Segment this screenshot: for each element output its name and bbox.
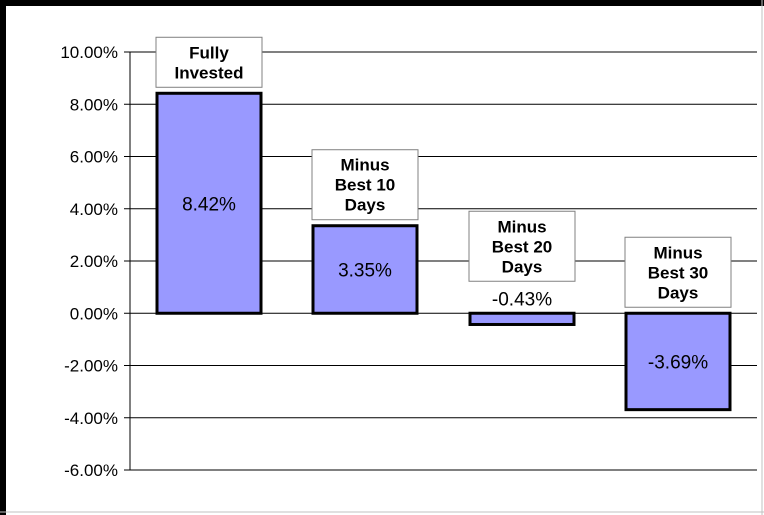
y-tick-label: 0.00% — [70, 304, 118, 323]
category-label: Days — [658, 283, 699, 302]
category-label-box — [155, 36, 263, 88]
y-tick-label: 10.00% — [60, 43, 118, 62]
y-tick-label: 6.00% — [70, 148, 118, 167]
y-tick-label: -4.00% — [64, 409, 118, 428]
category-label: Days — [345, 196, 386, 215]
category-label: Minus — [340, 156, 389, 175]
category-label: Best 20 — [492, 237, 552, 256]
data-label: 3.35% — [338, 260, 392, 281]
category-label-box — [624, 236, 732, 308]
category-label: Days — [502, 257, 543, 276]
data-label: -0.43% — [492, 289, 552, 310]
bar-1 — [155, 91, 263, 315]
bar-4 — [624, 311, 732, 412]
y-tick-label: 4.00% — [70, 200, 118, 219]
category-label-box — [311, 149, 419, 221]
category-label: Best 30 — [648, 263, 708, 282]
bar-2 — [311, 224, 419, 315]
data-label: 8.42% — [182, 194, 236, 215]
category-label: Invested — [175, 63, 244, 82]
y-tick-label: -2.00% — [64, 357, 118, 376]
y-tick-label: 8.00% — [70, 95, 118, 114]
category-label: Minus — [653, 243, 702, 262]
data-label: -3.69% — [648, 352, 708, 373]
category-label: Minus — [497, 217, 546, 236]
category-label-box — [468, 210, 576, 282]
category-label: Fully — [189, 43, 229, 62]
y-tick-label: 2.00% — [70, 252, 118, 271]
category-label: Best 10 — [335, 176, 395, 195]
bar-3 — [468, 311, 576, 326]
y-tick-label: -6.00% — [64, 461, 118, 480]
